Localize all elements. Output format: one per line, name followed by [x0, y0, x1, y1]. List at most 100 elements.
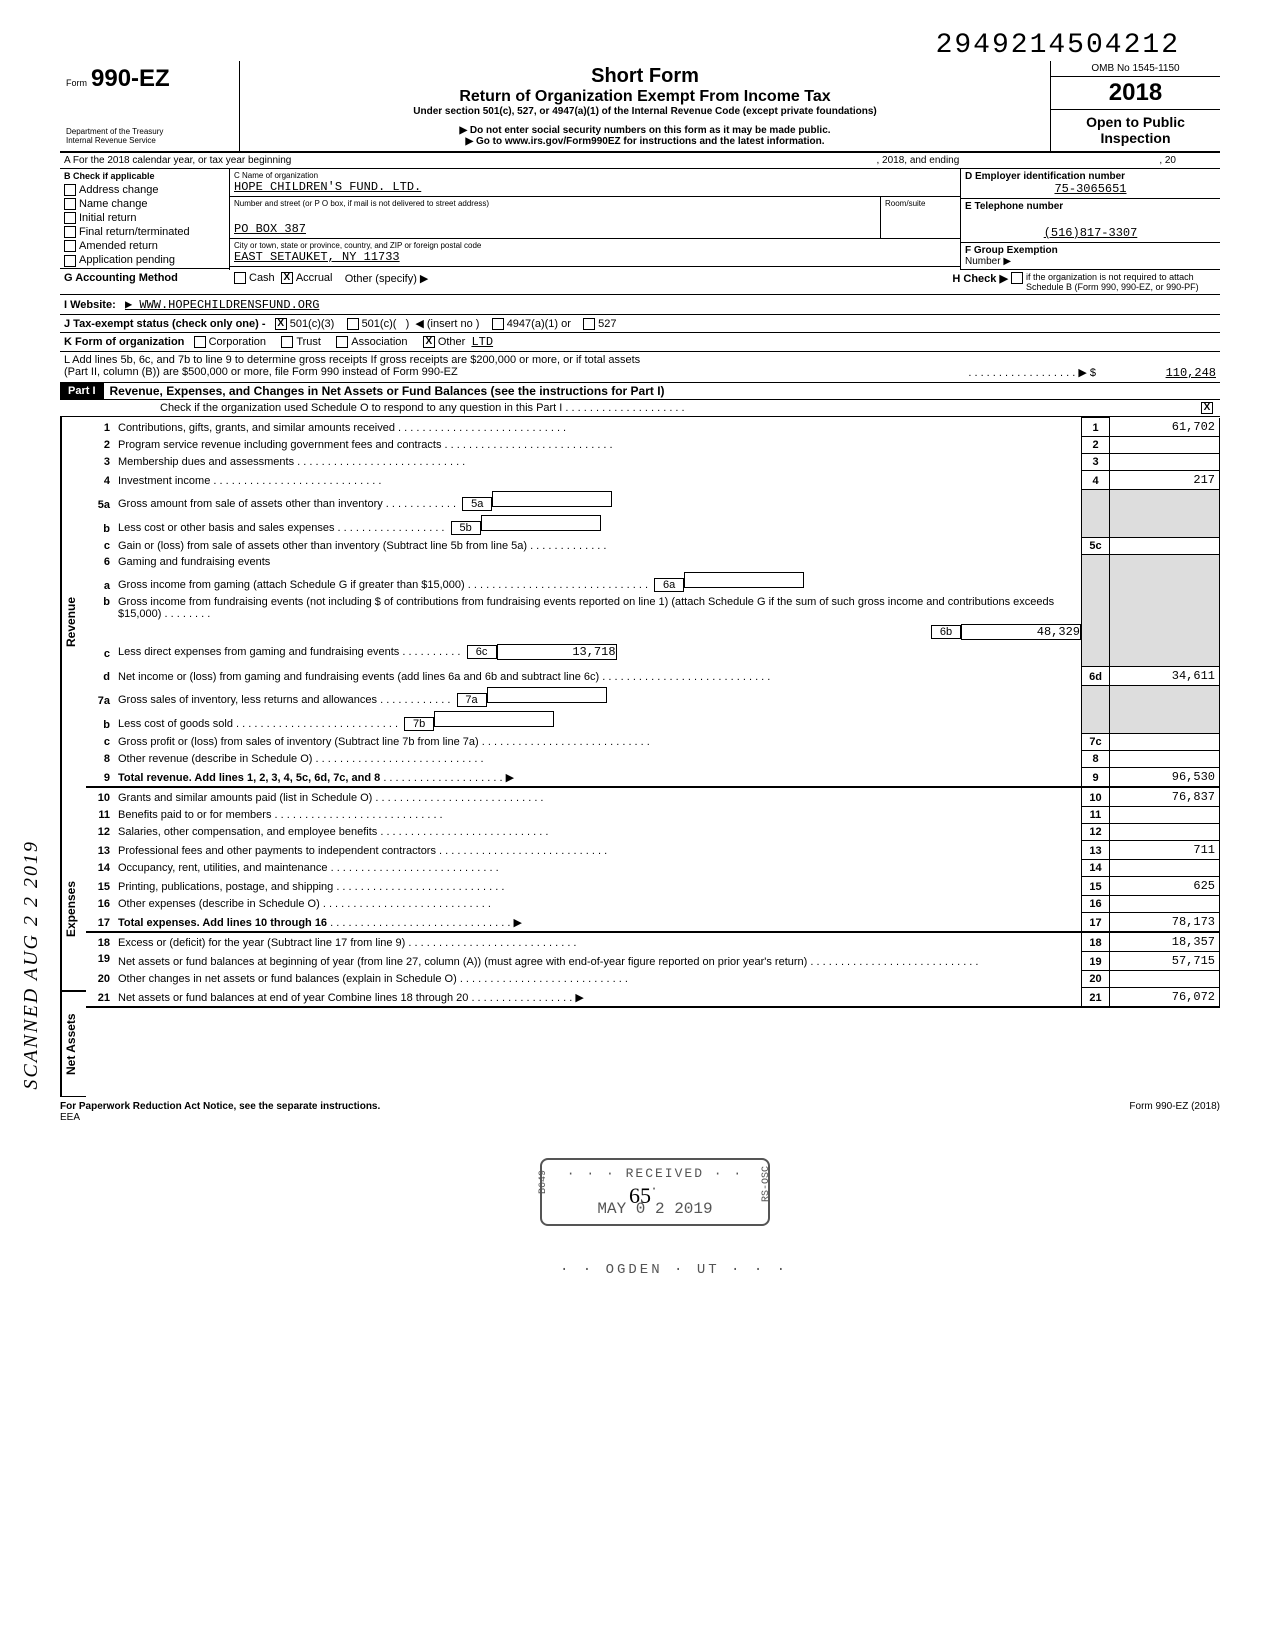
- po-box: PO BOX 387: [234, 222, 876, 236]
- cb-assoc[interactable]: [336, 336, 348, 348]
- form-header: Form 990-EZ Department of the Treasury I…: [60, 61, 1220, 153]
- l9-text: Total revenue. Add lines 1, 2, 3, 4, 5c,…: [118, 772, 380, 784]
- c-label: C Name of organization: [234, 171, 956, 180]
- l21-arrow: ▶: [575, 992, 583, 1004]
- l6c-sub: 6c: [467, 645, 497, 659]
- lbl-trust: Trust: [296, 336, 321, 348]
- c-column: C Name of organization HOPE CHILDREN'S F…: [230, 169, 960, 270]
- lbl-assoc: Association: [351, 336, 407, 348]
- lbl-501c3: 501(c)(3): [290, 318, 335, 330]
- document-number: 2949214504212: [60, 30, 1220, 61]
- i-label: I Website:: [64, 299, 116, 311]
- omb: OMB No 1545-1150: [1051, 61, 1220, 77]
- cb-final[interactable]: [64, 226, 76, 238]
- cb-corp[interactable]: [194, 336, 206, 348]
- lbl-cash: Cash: [249, 272, 275, 292]
- l5b-sub: 5b: [451, 521, 481, 535]
- lbl-4947: 4947(a)(1) or: [507, 318, 571, 330]
- l2-num: 2: [1082, 436, 1110, 453]
- l5c-text: Gain or (loss) from sale of assets other…: [118, 540, 527, 552]
- ein: 75-3065651: [965, 182, 1216, 196]
- l11-num: 11: [1082, 806, 1110, 823]
- website: ▶ WWW.HOPECHILDRENSFUND.ORG: [125, 298, 319, 312]
- l10-num: 10: [1082, 787, 1110, 807]
- warning: ▶ Do not enter social security numbers o…: [248, 125, 1042, 136]
- l6-text: Gaming and fundraising events: [114, 554, 1082, 570]
- l-arrow: . . . . . . . . . . . . . . . . . . ▶ $: [458, 366, 1096, 380]
- line-j: J Tax-exempt status (check only one) - 5…: [60, 315, 1220, 333]
- l1-text: Contributions, gifts, grants, and simila…: [118, 422, 395, 434]
- lbl-address: Address change: [79, 184, 159, 196]
- l17-text: Total expenses. Add lines 10 through 16: [118, 917, 327, 929]
- l6a-sub: 6a: [654, 578, 684, 592]
- lbl-insert: ◀ (insert no ): [415, 318, 479, 330]
- cb-501c3[interactable]: [275, 318, 287, 330]
- h-label: H Check ▶: [952, 272, 1008, 292]
- g-label: G Accounting Method: [64, 272, 234, 292]
- phone: (516)817-3307: [965, 226, 1216, 240]
- vlabel-netassets: Net Assets: [61, 991, 86, 1097]
- lbl-other-method: Other (specify) ▶: [345, 272, 429, 292]
- period-a: A For the 2018 calendar year, or tax yea…: [64, 155, 291, 166]
- cb-address[interactable]: [64, 184, 76, 196]
- cb-schedule-o[interactable]: [1201, 402, 1213, 414]
- l13-num: 13: [1082, 840, 1110, 859]
- l9-val: 96,530: [1110, 767, 1220, 787]
- l11-val: [1110, 806, 1220, 823]
- h-text: if the organization is not required to a…: [1026, 272, 1216, 292]
- l5b-text: Less cost or other basis and sales expen…: [118, 522, 334, 534]
- footer-eea: EEA: [60, 1112, 80, 1123]
- l12-num: 12: [1082, 823, 1110, 840]
- vlabel-expenses: Expenses: [61, 827, 86, 991]
- l6b-val: 48,329: [961, 624, 1081, 640]
- part1-header: Part I Revenue, Expenses, and Changes in…: [60, 383, 1220, 400]
- lbl-pending: Application pending: [79, 254, 175, 266]
- room-suite: Room/suite: [880, 197, 960, 238]
- lines-container: Revenue Expenses Net Assets 1Contributio…: [60, 417, 1220, 1097]
- l2-val: [1110, 436, 1220, 453]
- cb-527[interactable]: [583, 318, 595, 330]
- vlabel-revenue: Revenue: [61, 417, 86, 827]
- cb-pending[interactable]: [64, 255, 76, 267]
- cb-other-org[interactable]: [423, 336, 435, 348]
- section-labels: Revenue Expenses Net Assets: [60, 417, 86, 1097]
- cb-initial[interactable]: [64, 212, 76, 224]
- header-center: Short Form Return of Organization Exempt…: [240, 61, 1050, 151]
- footer-right: Form 990-EZ (2018): [1129, 1101, 1220, 1123]
- l21-val: 76,072: [1110, 987, 1220, 1007]
- l21-num: 21: [1082, 987, 1110, 1007]
- l14-val: [1110, 859, 1220, 876]
- schedule-o-text: Check if the organization used Schedule …: [160, 402, 685, 414]
- received-stamp: · · · RECEIVED · · · MAY 0 2 2019 B649 R…: [540, 1158, 770, 1226]
- cb-amended[interactable]: [64, 240, 76, 252]
- goto-url: ▶ Go to www.irs.gov/Form990EZ for instru…: [248, 136, 1042, 147]
- l3-num: 3: [1082, 453, 1110, 470]
- l5c-val: [1110, 537, 1220, 554]
- cb-trust[interactable]: [281, 336, 293, 348]
- l19-text: Net assets or fund balances at beginning…: [118, 956, 807, 968]
- l20-text: Other changes in net assets or fund bala…: [118, 973, 457, 985]
- l8-val: [1110, 750, 1220, 767]
- lbl-initial: Initial return: [79, 212, 136, 224]
- cb-h[interactable]: [1011, 272, 1023, 284]
- cb-accrual[interactable]: [281, 272, 293, 284]
- lbl-501c: 501(c)(: [362, 318, 397, 330]
- cb-cash[interactable]: [234, 272, 246, 284]
- l12-val: [1110, 823, 1220, 840]
- cb-4947[interactable]: [492, 318, 504, 330]
- received-right-code: RS-OSC: [761, 1166, 772, 1202]
- header-left: Form 990-EZ Department of the Treasury I…: [60, 61, 240, 151]
- cb-name[interactable]: [64, 198, 76, 210]
- received-date: MAY 0 2 2019: [558, 1200, 752, 1218]
- lbl-final: Final return/terminated: [79, 226, 190, 238]
- l2-text: Program service revenue including govern…: [118, 439, 441, 451]
- lbl-corp: Corporation: [209, 336, 266, 348]
- l21-text: Net assets or fund balances at end of ye…: [118, 992, 468, 1004]
- irs-label: Internal Revenue Service: [66, 136, 233, 145]
- l17-arrow: ▶: [514, 917, 522, 929]
- l20-val: [1110, 970, 1220, 987]
- check-b-column: B Check if applicable Address change Nam…: [60, 169, 230, 270]
- lbl-527: 527: [598, 318, 616, 330]
- l13-text: Professional fees and other payments to …: [118, 845, 436, 857]
- cb-501c[interactable]: [347, 318, 359, 330]
